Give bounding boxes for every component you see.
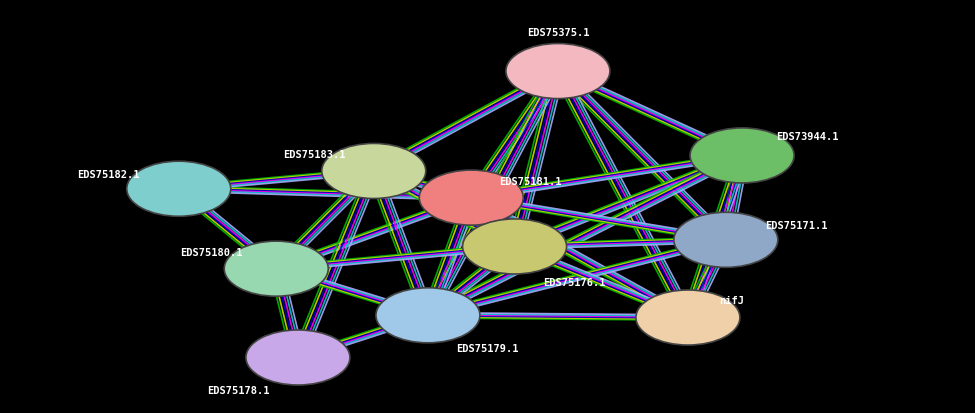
Text: EDS75181.1: EDS75181.1 xyxy=(499,176,562,187)
Ellipse shape xyxy=(246,330,350,385)
Ellipse shape xyxy=(690,128,794,183)
Ellipse shape xyxy=(462,219,566,274)
Ellipse shape xyxy=(127,161,231,216)
Text: EDS75171.1: EDS75171.1 xyxy=(765,221,828,231)
Ellipse shape xyxy=(674,212,778,267)
Text: EDS75176.1: EDS75176.1 xyxy=(543,278,605,287)
Text: nifJ: nifJ xyxy=(719,297,744,306)
Text: EDS75183.1: EDS75183.1 xyxy=(283,150,345,160)
Ellipse shape xyxy=(322,143,426,199)
Ellipse shape xyxy=(224,241,329,296)
Ellipse shape xyxy=(506,43,610,99)
Ellipse shape xyxy=(419,170,524,225)
Text: EDS75180.1: EDS75180.1 xyxy=(180,247,243,258)
Text: EDS75179.1: EDS75179.1 xyxy=(456,344,519,354)
Text: EDS75182.1: EDS75182.1 xyxy=(77,170,139,180)
Text: EDS73944.1: EDS73944.1 xyxy=(776,132,838,142)
Text: EDS75375.1: EDS75375.1 xyxy=(526,28,589,38)
Text: EDS75178.1: EDS75178.1 xyxy=(207,386,269,396)
Ellipse shape xyxy=(376,288,480,343)
Ellipse shape xyxy=(636,290,740,345)
